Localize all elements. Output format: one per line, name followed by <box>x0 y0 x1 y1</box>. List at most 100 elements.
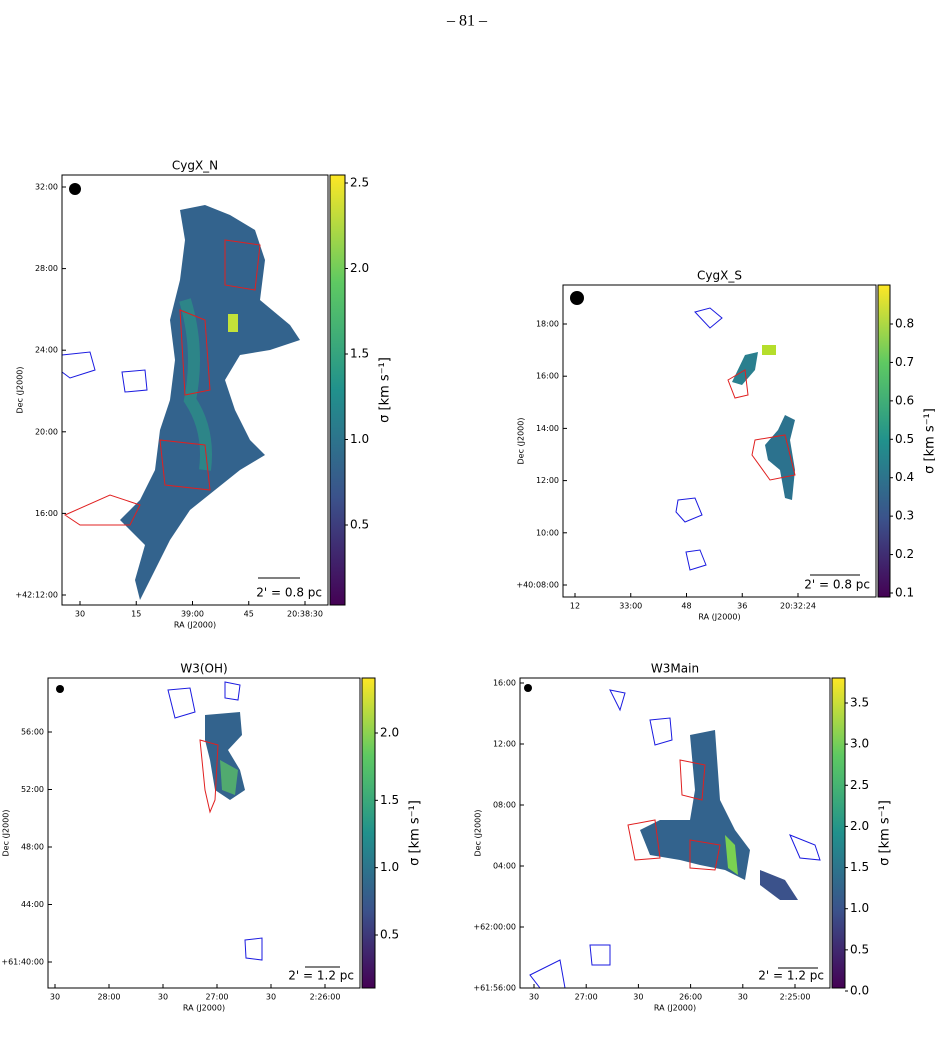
colorbar-tick-label: 2.5 <box>350 176 369 190</box>
x-axis-label: RA (J2000) <box>698 613 740 622</box>
colorbar-tick-label: 0.5 <box>895 432 914 446</box>
x-tick-label: 12 <box>570 602 580 611</box>
x-tick-label: 26:00 <box>679 993 702 1002</box>
colorbar-tick-label: 2.0 <box>380 726 399 740</box>
colorbar-tick-label: 0.5 <box>350 518 369 532</box>
colorbar-tick-label: 0.5 <box>850 942 869 956</box>
colorbar-tick-label: 0.1 <box>895 586 914 600</box>
y-tick-label: 04:00 <box>493 862 516 871</box>
y-tick-label: 56:00 <box>21 728 44 737</box>
colorbar-tick-label: 1.0 <box>380 860 399 874</box>
colorbar <box>831 677 846 989</box>
x-tick-label: 30 <box>75 610 85 619</box>
colorbar <box>329 174 346 606</box>
x-tick-label: 28:00 <box>97 993 120 1002</box>
y-tick-label: 28:00 <box>35 264 58 273</box>
x-tick-label: 36 <box>737 602 747 611</box>
y-axis-label: Dec (J2000) <box>474 810 483 857</box>
x-axis-label: RA (J2000) <box>183 1004 225 1013</box>
y-axis-label: Dec (J2000) <box>2 810 11 857</box>
axes-frame <box>562 284 877 598</box>
y-tick-label: 32:00 <box>35 183 58 192</box>
panel-title: W3(OH) <box>180 662 227 676</box>
y-tick-label: 16:00 <box>493 679 516 688</box>
colorbar-tick-label: 2.0 <box>350 261 369 275</box>
colorbar <box>361 677 376 989</box>
colorbar-label: σ [km s⁻¹] <box>408 800 423 866</box>
y-tick-label: 12:00 <box>493 740 516 749</box>
colorbar-tick-label: 0.0 <box>850 984 869 998</box>
colorbar-label: σ [km s⁻¹] <box>878 800 893 866</box>
colorbar-tick-label: 2.5 <box>850 778 869 792</box>
colorbar-tick-label: 0.3 <box>895 509 914 523</box>
y-tick-label: 08:00 <box>493 801 516 810</box>
colorbar-tick-label: 0.5 <box>380 928 399 942</box>
x-axis-label: RA (J2000) <box>654 1004 696 1013</box>
y-tick-label: 10:00 <box>536 528 559 537</box>
x-tick-label: 27:00 <box>205 993 228 1002</box>
page-number: – 81 – <box>446 13 488 30</box>
x-tick-label: 20:38:30 <box>287 610 323 619</box>
colorbar <box>877 284 891 598</box>
x-tick-label: 39:00 <box>181 610 204 619</box>
x-tick-label: 30 <box>50 993 60 1002</box>
map-emission <box>61 183 300 600</box>
y-tick-label: +61:56:00 <box>473 984 516 993</box>
y-tick-label: 12:00 <box>536 476 559 485</box>
colorbar-tick-label: 0.2 <box>895 547 914 561</box>
scale-bar-label: 2' = 0.8 pc <box>804 578 870 592</box>
y-tick-label: +61:40:00 <box>1 958 44 967</box>
y-tick-label: +40:08:00 <box>516 581 559 590</box>
scale-bar-label: 2' = 1.2 pc <box>758 969 824 983</box>
colorbar-tick-label: 0.8 <box>895 317 914 331</box>
x-tick-label: 2:25:00 <box>780 993 811 1002</box>
colorbar-tick-label: 0.7 <box>895 355 914 369</box>
x-tick-label: 45 <box>244 610 254 619</box>
panel-title: CygX_S <box>697 269 742 283</box>
y-tick-label: +42:12:00 <box>15 591 58 600</box>
colorbar-tick-label: 3.5 <box>850 696 869 710</box>
y-tick-label: 52:00 <box>21 785 44 794</box>
colorbar-label: σ [km s⁻¹] <box>923 408 935 474</box>
colorbar-tick-label: 2.0 <box>850 819 869 833</box>
colorbar-tick-label: 1.0 <box>350 432 369 446</box>
axes-frame <box>47 677 361 989</box>
colorbar-tick-label: 1.5 <box>350 347 369 361</box>
y-tick-label: 48:00 <box>21 843 44 852</box>
colorbar-tick-label: 0.6 <box>895 393 914 407</box>
x-tick-label: 30 <box>158 993 168 1002</box>
x-tick-label: 20:32:24 <box>780 602 816 611</box>
map-emission <box>524 684 821 989</box>
scale-bar-label: 2' = 0.8 pc <box>256 586 322 600</box>
x-tick-label: 2:26:00 <box>310 993 341 1002</box>
panel-title: CygX_N <box>172 159 218 173</box>
y-tick-label: 24:00 <box>35 346 58 355</box>
scale-bar-label: 2' = 1.2 pc <box>288 969 354 983</box>
x-axis-label: RA (J2000) <box>174 621 216 630</box>
axes-frame <box>519 677 831 989</box>
panel-title: W3Main <box>651 662 699 676</box>
x-tick-label: 33:00 <box>619 602 642 611</box>
x-tick-label: 30 <box>738 993 748 1002</box>
y-tick-label: 20:00 <box>35 427 58 436</box>
x-tick-label: 27:00 <box>575 993 598 1002</box>
x-tick-label: 30 <box>633 993 643 1002</box>
y-tick-label: 16:00 <box>35 509 58 518</box>
colorbar-tick-label: 3.0 <box>850 737 869 751</box>
map-emission <box>56 681 340 968</box>
x-tick-label: 30 <box>529 993 539 1002</box>
y-axis-label: Dec (J2000) <box>16 367 25 414</box>
colorbar-label: σ [km s⁻¹] <box>378 357 393 423</box>
map-emission <box>570 291 860 576</box>
y-tick-label: 16:00 <box>536 372 559 381</box>
y-tick-label: +62:00:00 <box>473 923 516 932</box>
axes-frame <box>61 174 329 606</box>
colorbar-tick-label: 1.5 <box>850 860 869 874</box>
y-axis-label: Dec (J2000) <box>517 418 526 465</box>
colorbar-tick-label: 0.4 <box>895 470 914 484</box>
y-tick-label: 14:00 <box>536 424 559 433</box>
y-tick-label: 44:00 <box>21 900 44 909</box>
y-tick-label: 18:00 <box>536 320 559 329</box>
x-tick-label: 30 <box>266 993 276 1002</box>
